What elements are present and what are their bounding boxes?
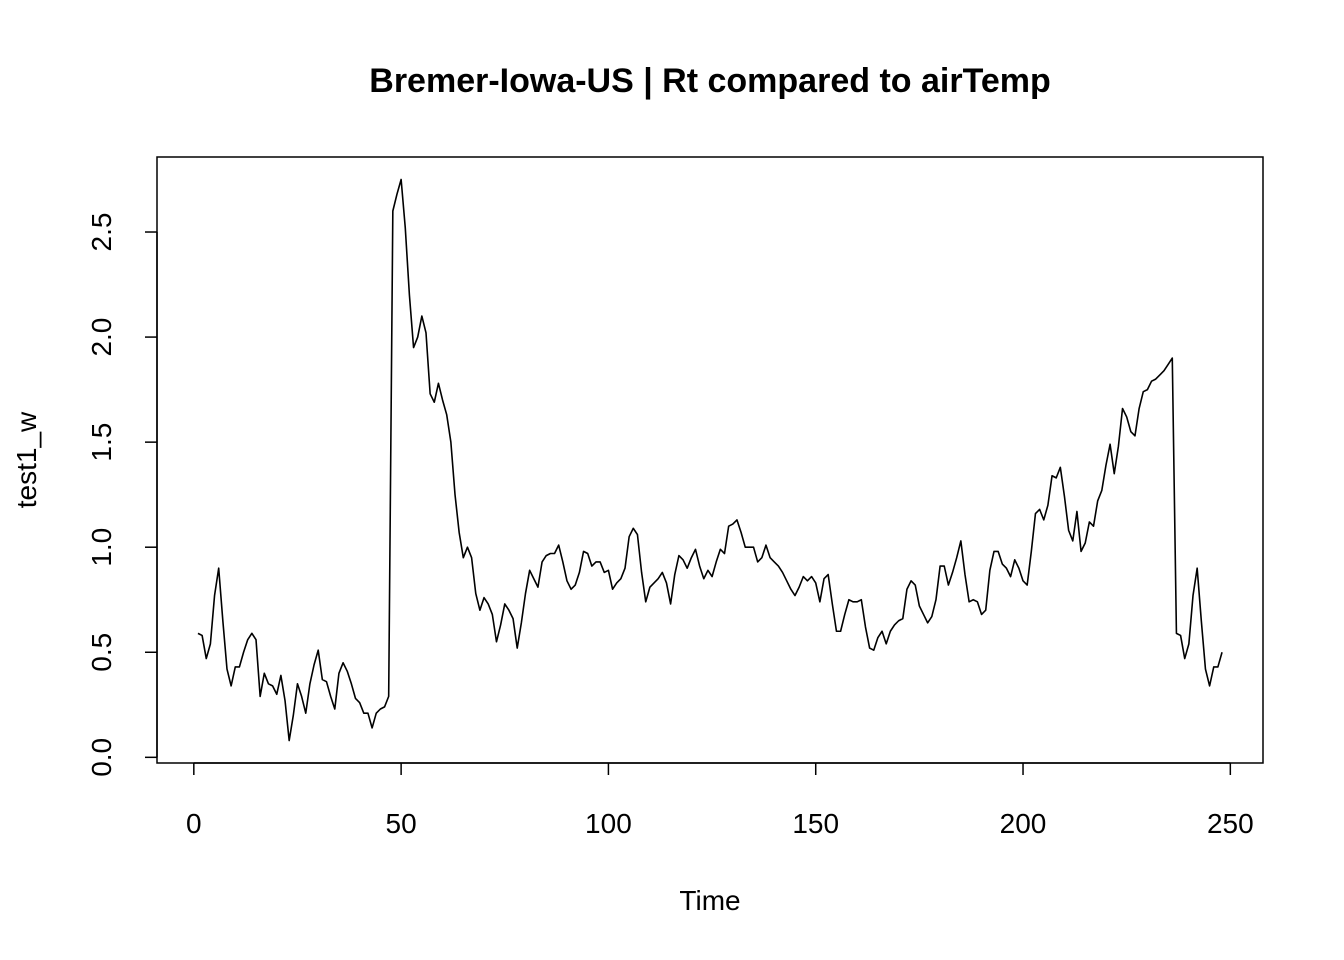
data-line	[197, 178, 1223, 742]
y-tick-label: 0.0	[86, 738, 117, 777]
x-axis-label: Time	[679, 885, 740, 916]
y-tick-label: 2.0	[86, 318, 117, 357]
x-tick-label: 200	[1000, 808, 1047, 839]
x-tick-label: 100	[585, 808, 632, 839]
x-tick-label: 150	[792, 808, 839, 839]
y-axis-label: test1_w	[11, 411, 42, 508]
chart-title: Bremer-Iowa-US | Rt compared to airTemp	[369, 62, 1050, 100]
y-tick-label: 1.0	[86, 528, 117, 567]
x-tick-label: 50	[386, 808, 417, 839]
x-tick-label: 250	[1207, 808, 1254, 839]
plot-frame	[156, 156, 1264, 764]
y-tick-label: 1.5	[86, 423, 117, 462]
y-tick-label: 0.5	[86, 633, 117, 672]
x-tick-label: 0	[186, 808, 202, 839]
y-tick-label: 2.5	[86, 213, 117, 252]
